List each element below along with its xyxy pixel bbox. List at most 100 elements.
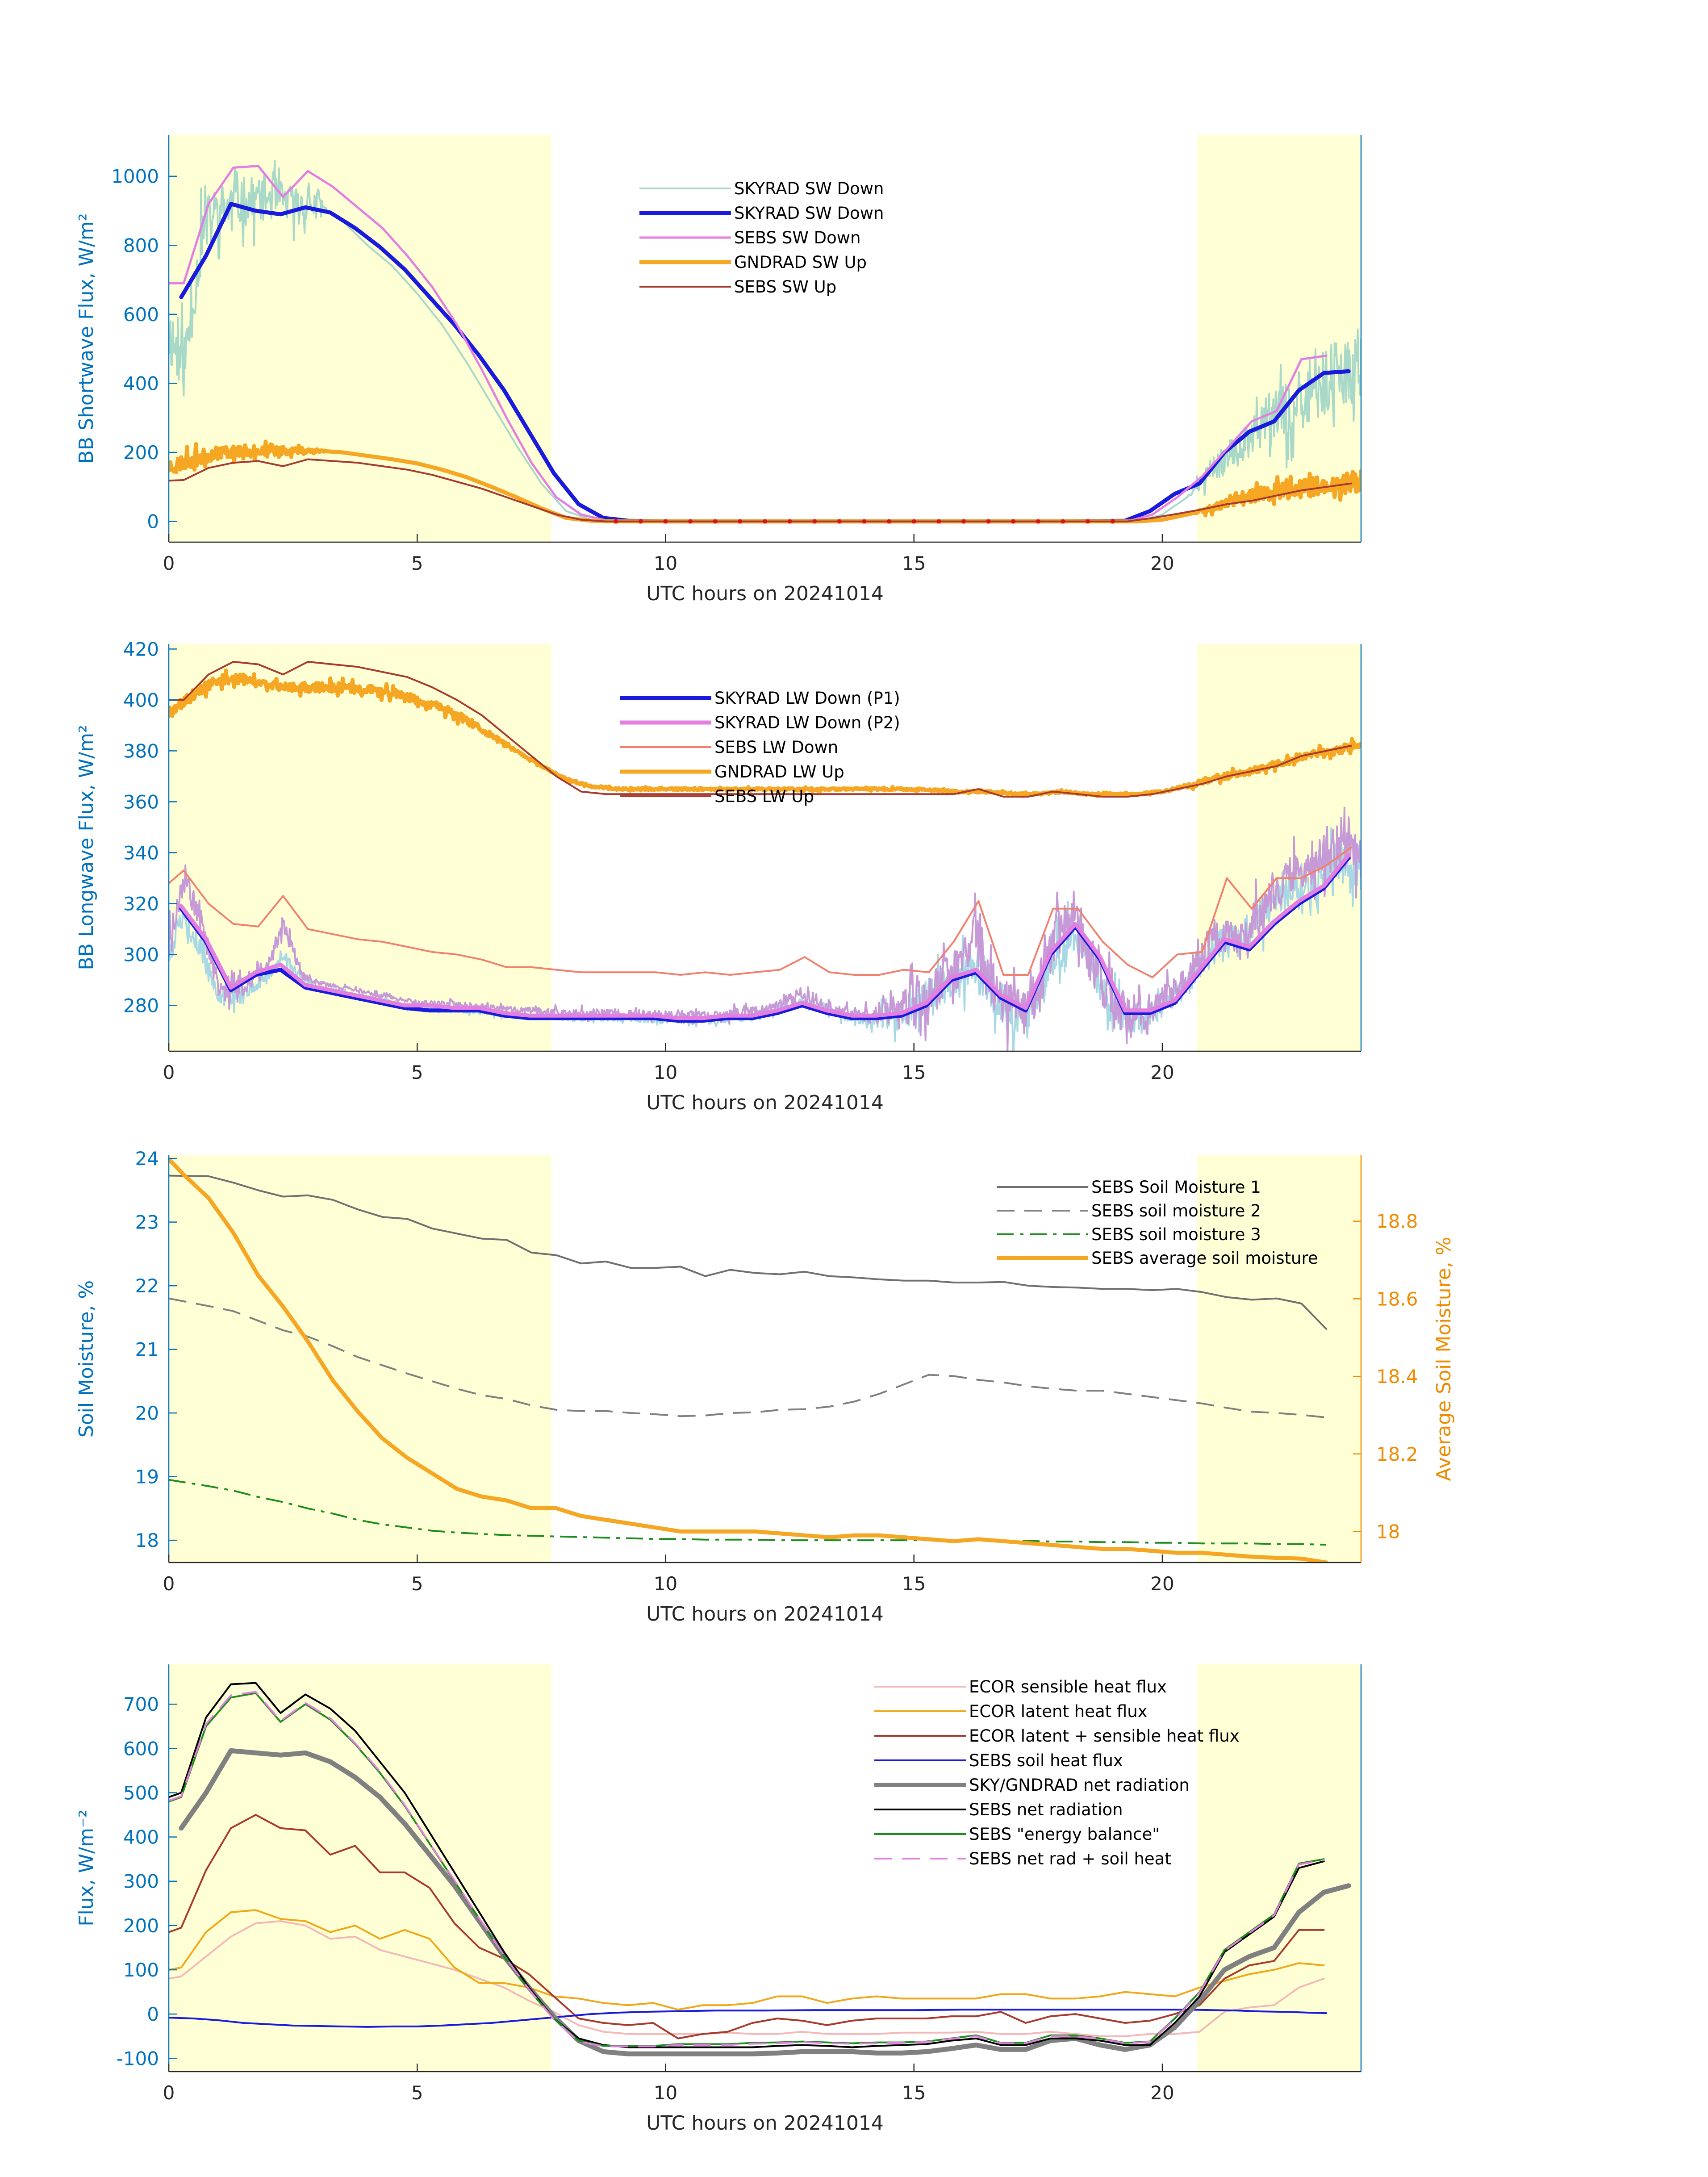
y-tick-label-5: 360 (123, 791, 159, 813)
x-tick-label-5: 20 (1150, 2082, 1174, 2104)
legend-label-3: ECOR latent + sensible heat flux (969, 1726, 1240, 1746)
y2-axis-label: Average Soil Moisture, % (1432, 1237, 1455, 1481)
night-shading-2 (1197, 1664, 1361, 2072)
legend-label-4: GNDRAD LW Up (714, 762, 844, 781)
data-marker-8 (787, 519, 792, 524)
series-line-2 (169, 1909, 1325, 2011)
series-line-2 (179, 202, 1351, 524)
legend-label-3: SEBS LW Down (714, 738, 838, 757)
data-marker-6 (738, 519, 743, 524)
y-tick-label-3: 20 (135, 1402, 159, 1424)
y-tick-label-5: 22 (135, 1275, 159, 1297)
x-tick-label-2: 5 (411, 2082, 423, 2104)
legend: ECOR sensible heat flux ECOR latent heat … (874, 1677, 1240, 1868)
night-shading-2 (1197, 1155, 1361, 1563)
y-tick-label-3: 100 (123, 1959, 159, 1981)
y-tick-label-2: 300 (123, 944, 159, 965)
night-shading-2 (1197, 135, 1361, 542)
legend-label-5: SKY/GNDRAD net radiation (969, 1776, 1190, 1795)
y-tick-label-1: 280 (123, 994, 159, 1016)
legend-label-4: GNDRAD SW Up (734, 253, 867, 272)
legend: SKYRAD SW Down SKYRAD SW Down SEBS SW Down… (639, 179, 884, 297)
y2-tick-label-5: 18.8 (1376, 1211, 1418, 1233)
data-marker-21 (1110, 519, 1115, 524)
series-line-3 (169, 1479, 1327, 1546)
legend-label-1: ECOR sensible heat flux (969, 1677, 1167, 1696)
series-line-3 (179, 856, 1351, 1023)
x-tick-label-3: 10 (654, 1061, 677, 1083)
y-tick-label-5: 800 (123, 234, 159, 256)
series-line-3 (169, 1814, 1325, 2039)
y-tick-label-6: 400 (123, 1826, 159, 1848)
legend-label-8: SEBS net rad + soil heat (969, 1849, 1171, 1868)
legend-label-4: SEBS average soil moisture (1091, 1249, 1318, 1268)
x-tick-label-4: 15 (902, 1573, 926, 1595)
y-axis-label: BB Shortwave Flux, W/m² (75, 213, 98, 464)
legend-label-2: SKYRAD SW Down (734, 204, 884, 223)
plot-area (169, 1157, 1328, 1563)
y-tick-label-4: 21 (135, 1339, 159, 1361)
x-tick-label-3: 10 (654, 552, 677, 574)
series-line-8 (169, 1691, 1324, 2047)
y2-tick-label-3: 18.4 (1376, 1366, 1418, 1387)
series-line-1 (169, 1920, 1325, 2037)
x-tick-label-1: 0 (163, 1573, 175, 1595)
legend-label-5: SEBS SW Up (734, 277, 836, 297)
y-tick-label-6: 380 (123, 740, 159, 762)
y-tick-label-8: 420 (123, 638, 159, 660)
series-line-5 (169, 847, 1352, 978)
y-tick-label-3: 320 (123, 893, 159, 915)
data-marker-13 (911, 519, 916, 524)
legend-label-7: SEBS "energy balance" (969, 1825, 1160, 1844)
y-tick-label-1: 18 (135, 1529, 159, 1551)
series-line-6 (169, 1682, 1325, 2048)
data-marker-15 (961, 519, 966, 524)
night-shading-1 (169, 135, 551, 542)
x-tick-label-1: 0 (163, 552, 175, 574)
y2-tick-label-1: 18 (1376, 1521, 1400, 1543)
x-tick-label-5: 20 (1150, 1573, 1174, 1595)
data-marker-10 (837, 519, 842, 524)
y2-tick-label-4: 18.6 (1376, 1288, 1418, 1310)
x-tick-label-5: 20 (1150, 552, 1174, 574)
data-marker-2 (638, 519, 643, 524)
x-axis-label: UTC hours on 20241014 (646, 2112, 884, 2135)
plot-area (169, 1682, 1351, 2056)
series-line-1 (169, 1174, 1328, 1330)
data-marker-11 (862, 519, 867, 524)
y-tick-label-1: 0 (147, 511, 159, 533)
x-tick-label-2: 5 (411, 552, 423, 574)
data-marker-19 (1061, 519, 1065, 524)
data-marker-16 (986, 519, 991, 524)
legend-label-3: SEBS SW Down (734, 228, 861, 247)
y-tick-label-1: -100 (117, 2047, 159, 2069)
y-tick-label-3: 400 (123, 372, 159, 394)
legend-label-3: SEBS soil moisture 3 (1091, 1225, 1261, 1244)
y-tick-label-4: 200 (123, 1915, 159, 1937)
x-tick-label-3: 10 (654, 2082, 677, 2104)
x-axis-label: UTC hours on 20241014 (646, 1603, 884, 1625)
data-marker-17 (1011, 519, 1016, 524)
legend-label-6: SEBS net radiation (969, 1800, 1123, 1819)
y-tick-label-2: 0 (147, 2003, 159, 2025)
x-tick-label-4: 15 (902, 552, 926, 574)
y-tick-label-7: 400 (123, 689, 159, 711)
data-marker-20 (1086, 519, 1090, 524)
plot-area (169, 660, 1361, 1051)
legend: SKYRAD LW Down (P1) SKYRAD LW Down (P2) SE… (620, 689, 900, 806)
y-axis-label: BB Longwave Flux, W/m² (75, 725, 98, 970)
night-shading-1 (169, 1155, 551, 1563)
data-marker-1 (614, 519, 618, 524)
y-tick-label-4: 600 (123, 304, 159, 326)
x-tick-label-2: 5 (411, 1573, 423, 1595)
y-tick-label-4: 340 (123, 842, 159, 864)
data-marker-12 (887, 519, 892, 524)
x-tick-label-1: 0 (163, 2082, 175, 2104)
legend-label-1: SEBS Soil Moisture 1 (1091, 1178, 1261, 1197)
data-marker-3 (663, 519, 668, 524)
series-line-4 (179, 853, 1351, 1020)
legend-label-5: SEBS LW Up (714, 787, 814, 806)
x-tick-label-3: 10 (654, 1573, 677, 1595)
